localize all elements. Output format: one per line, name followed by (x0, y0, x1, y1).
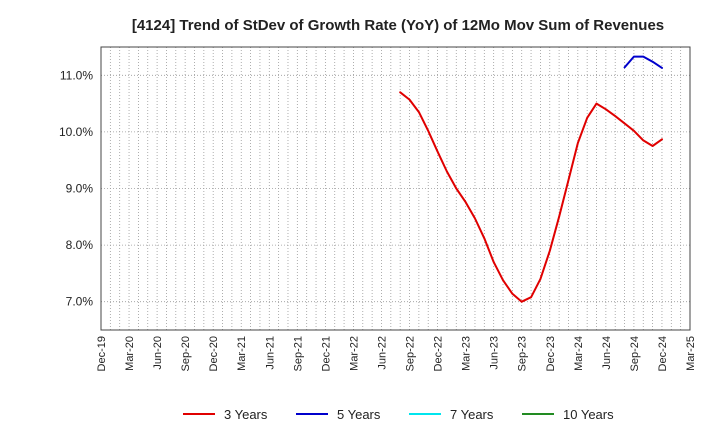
y-tick-label: 11.0% (60, 68, 93, 82)
x-tick-label: Sep-20 (180, 336, 192, 371)
x-tick-label: Mar-23 (461, 336, 473, 371)
x-tick-label: Dec-20 (208, 336, 220, 371)
x-tick-label: Mar-24 (573, 336, 585, 371)
plot-frame (100, 46, 691, 331)
x-tick-label: Dec-24 (657, 336, 669, 371)
horizontal-gridlines (101, 74, 690, 303)
y-tick-label: 9.0% (66, 182, 94, 196)
x-tick-label: Mar-22 (348, 336, 360, 371)
plot-border (100, 46, 691, 331)
series-line-5-years (623, 55, 663, 69)
x-tick-label: Dec-23 (545, 336, 557, 371)
series-lines (399, 55, 663, 303)
x-tick-label: Sep-22 (405, 336, 417, 371)
legend-label-3-years: 3 Years (224, 407, 268, 422)
legend-label-5-years: 5 Years (337, 407, 381, 422)
x-tick-label: Sep-23 (517, 336, 529, 371)
x-tick-label: Jun-21 (264, 336, 276, 370)
legend: 3 Years 5 Years 7 Years 10 Years (183, 407, 614, 422)
x-axis: Dec-19 Mar-20 Jun-20 Sep-20 Dec-20 Mar-21 Jun-… (96, 336, 697, 371)
x-tick-label: Jun-24 (601, 336, 613, 370)
x-tick-label: Sep-24 (629, 336, 641, 371)
x-tick-label: Mar-25 (685, 336, 697, 371)
x-tick-label: Jun-23 (489, 336, 501, 370)
x-tick-label: Dec-22 (433, 336, 445, 371)
x-tick-label: Mar-21 (236, 336, 248, 371)
legend-label-10-years: 10 Years (563, 407, 614, 422)
chart-title: [4124] Trend of StDev of Growth Rate (Yo… (132, 17, 664, 34)
y-axis: 7.0% 8.0% 9.0% 10.0% 11.0% (59, 68, 93, 308)
y-tick-label: 7.0% (66, 295, 94, 309)
x-tick-label: Mar-20 (124, 336, 136, 371)
x-tick-label: Jun-20 (152, 336, 164, 370)
x-tick-label: Sep-21 (292, 336, 304, 371)
y-tick-label: 10.0% (59, 125, 93, 139)
x-tick-label: Dec-19 (96, 336, 108, 371)
y-tick-label: 8.0% (66, 238, 94, 252)
series-line-3-years (399, 91, 663, 303)
x-tick-label: Dec-21 (320, 336, 332, 371)
x-tick-label: Jun-22 (376, 336, 388, 370)
legend-label-7-years: 7 Years (450, 407, 494, 422)
